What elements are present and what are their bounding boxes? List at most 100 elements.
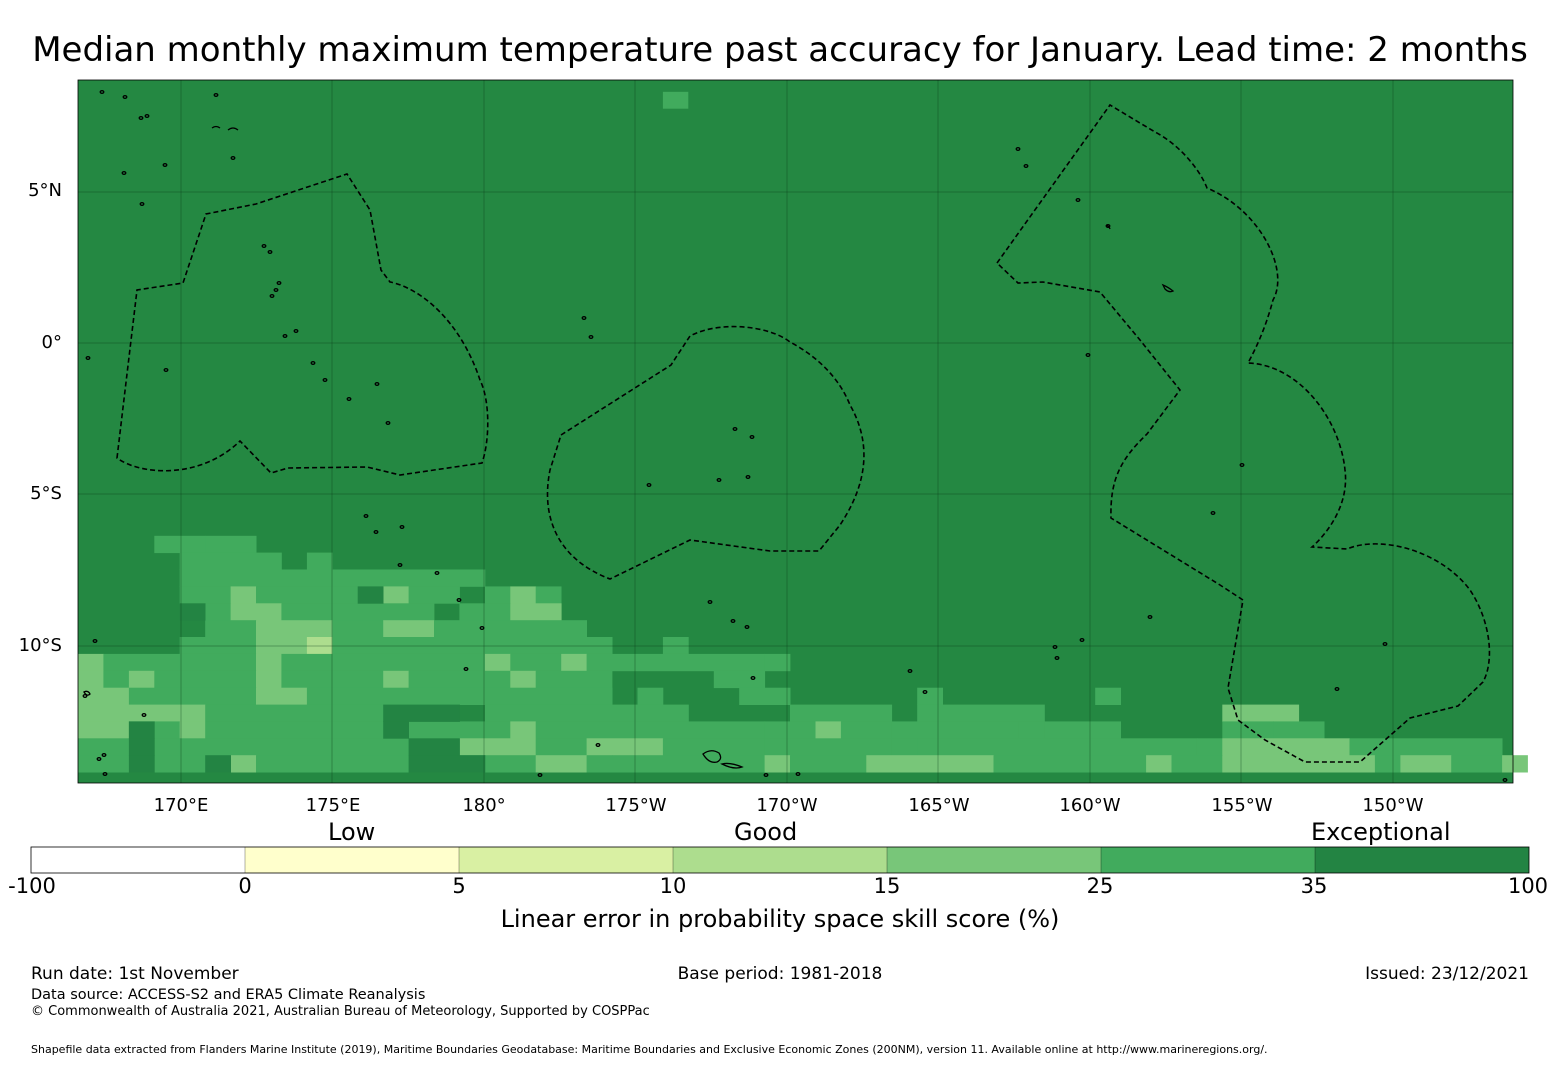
skill-cell — [332, 569, 486, 587]
copyright: © Commonwealth of Australia 2021, Austra… — [31, 1004, 650, 1019]
skill-cell — [484, 704, 638, 722]
colorbar-tick: 100 — [1507, 874, 1549, 898]
skill-cell — [128, 687, 257, 705]
skill-cell — [1502, 755, 1528, 773]
skill-cell — [154, 670, 257, 689]
skill-cell — [739, 687, 791, 705]
skill-cell — [256, 653, 282, 672]
skill-cell — [484, 653, 511, 672]
skill-cell — [535, 738, 587, 756]
islands — [82, 90, 1508, 782]
island-outline — [537, 773, 543, 777]
skill-cell — [256, 637, 308, 655]
issued-date: Issued: 23/12/2021 — [1365, 964, 1529, 984]
skill-cell — [637, 704, 689, 722]
skill-cell — [535, 721, 638, 739]
island-outline — [82, 694, 88, 698]
skill-cell — [1018, 721, 1045, 739]
skill-cell — [408, 755, 486, 773]
skill-cell — [1146, 755, 1172, 773]
island-outline — [1382, 642, 1388, 646]
island-outline — [1210, 511, 1216, 515]
island-outline — [273, 288, 279, 292]
island-outline — [267, 250, 273, 254]
island-outline — [122, 95, 128, 99]
skill-cell — [383, 721, 409, 739]
colorbar-tick: 25 — [1086, 874, 1114, 898]
island-outline — [581, 316, 587, 320]
skill-cell — [484, 586, 511, 604]
skill-cell — [230, 603, 282, 621]
skill-cell — [128, 755, 155, 773]
island-outline — [922, 690, 928, 694]
skill-cell — [256, 586, 359, 604]
skill-cell — [179, 552, 282, 570]
skill-cell — [383, 670, 409, 689]
skill-cell — [1196, 738, 1223, 756]
skill-cell — [1349, 738, 1503, 756]
colorbar-segment — [1101, 847, 1315, 873]
skill-cell — [891, 738, 918, 756]
skill-cell — [383, 620, 435, 638]
island-outline — [162, 163, 168, 167]
skill-cell — [1324, 755, 1376, 773]
eez-boundary-kiribati-line — [995, 103, 1491, 763]
skill-cell — [103, 670, 130, 689]
lon-tick-175w: 175°W — [605, 795, 667, 816]
island-outline — [102, 772, 108, 776]
skill-cell — [179, 586, 231, 604]
skill-cell — [78, 687, 130, 705]
lon-tick-170e: 170°E — [153, 795, 209, 816]
skill-cell — [510, 670, 537, 689]
lon-tick-165w: 165°W — [908, 795, 970, 816]
skill-cell — [230, 586, 257, 604]
island-outline — [1239, 463, 1245, 467]
island-outline — [213, 93, 219, 97]
lon-tick-150w: 150°W — [1362, 795, 1424, 816]
skill-cell — [713, 670, 766, 689]
skill-cell — [408, 738, 460, 756]
eez-boundary-tokelau — [546, 325, 865, 580]
island-outline — [1334, 687, 1340, 691]
lon-tick-155w: 155°W — [1211, 795, 1273, 816]
colorbar-segment — [459, 847, 673, 873]
skill-cell — [917, 687, 943, 705]
island-outline — [276, 281, 282, 285]
island-outline — [720, 762, 744, 769]
island-outline — [1105, 224, 1111, 230]
skill-cell — [78, 721, 130, 739]
skill-cell — [332, 620, 384, 638]
skill-cells — [78, 91, 1528, 773]
skill-cell — [891, 721, 1020, 739]
island-outline — [139, 202, 145, 206]
colorbar-segment — [673, 847, 887, 873]
skill-cell — [662, 637, 689, 655]
skill-cell — [179, 603, 206, 621]
colorbar-tick: 0 — [238, 874, 252, 898]
island-outline — [85, 356, 91, 360]
island-outline — [732, 427, 738, 431]
skill-cell — [154, 738, 181, 756]
island-outline — [346, 397, 352, 401]
skill-cell — [205, 704, 384, 722]
island-outline — [83, 690, 91, 696]
colorbar-tick: 10 — [659, 874, 687, 898]
skill-cell — [535, 755, 587, 773]
skill-cell — [510, 721, 537, 739]
skill-cell — [917, 738, 1198, 756]
skill-cell — [281, 670, 384, 689]
island-outline — [716, 478, 722, 482]
skill-cell — [306, 552, 333, 570]
skill-cell — [840, 721, 893, 739]
island-outline — [374, 382, 380, 386]
skill-cell — [764, 653, 791, 672]
island-outline — [261, 244, 267, 248]
skill-cell — [1400, 755, 1452, 773]
island-outline — [230, 156, 236, 160]
skill-cell — [332, 637, 486, 655]
skill-cell — [764, 738, 893, 756]
skill-cell — [179, 721, 206, 739]
skill-cell — [78, 670, 104, 689]
map-frame — [77, 79, 1514, 784]
